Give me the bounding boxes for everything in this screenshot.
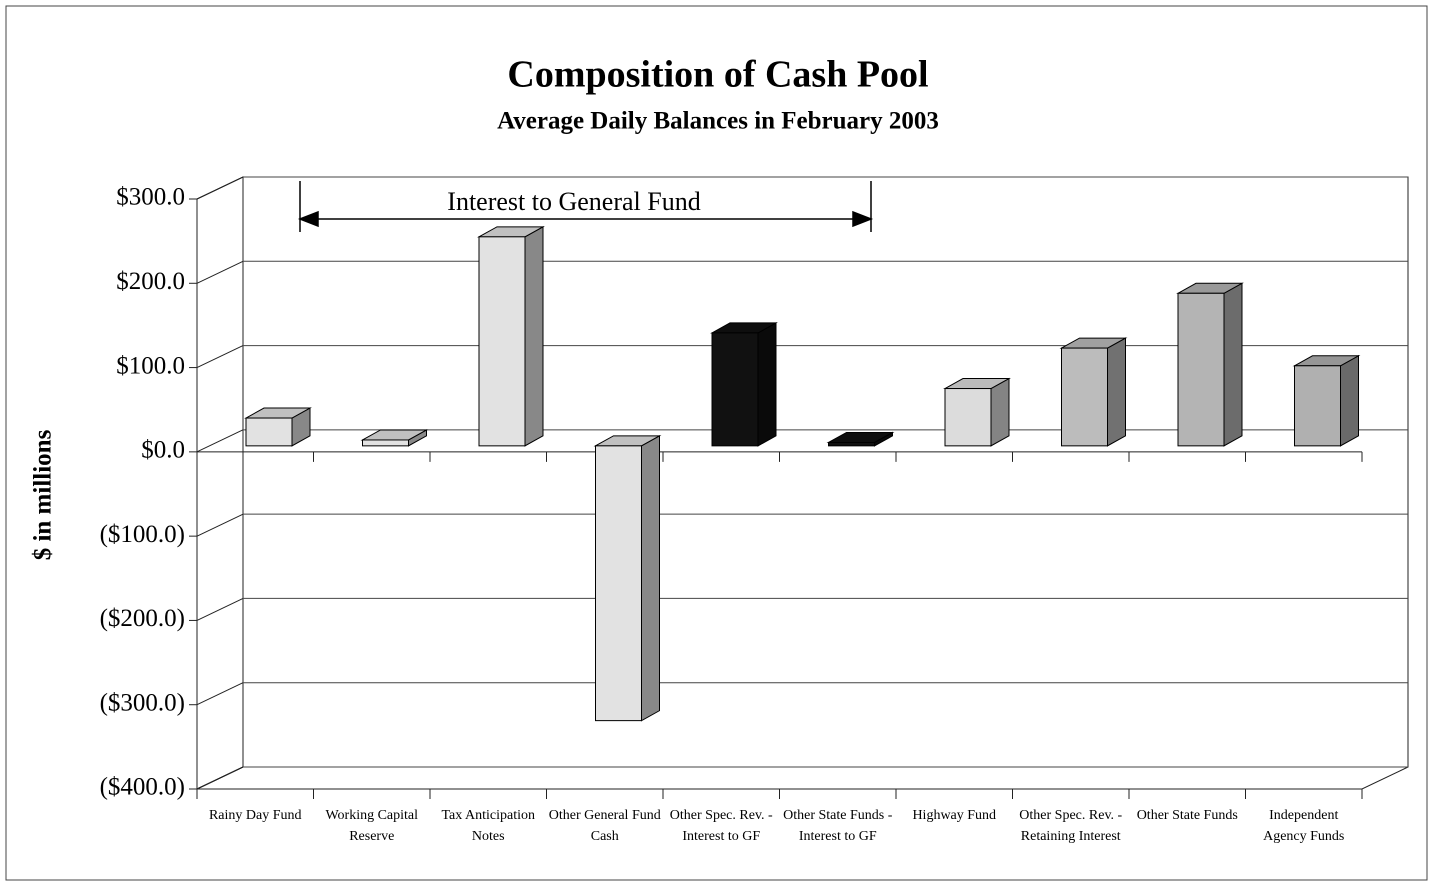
x-tick-label: Other Spec. Rev. - Retaining Interest xyxy=(1019,808,1123,844)
bar xyxy=(1177,292,1225,447)
y-tick-label: $0.0 xyxy=(141,437,185,464)
bar-side xyxy=(990,377,1010,447)
wall-grid xyxy=(196,345,244,369)
y-axis-label: $ in millions xyxy=(30,429,57,560)
y-tick-label: $200.0 xyxy=(116,268,185,295)
left-wall xyxy=(196,176,244,790)
y-tick-label: ($400.0) xyxy=(100,774,185,801)
y-tick-label: ($300.0) xyxy=(100,689,185,716)
bar-side xyxy=(1223,282,1243,447)
wall-grid xyxy=(196,597,244,621)
x-tick-label: Other General Fund Cash xyxy=(548,808,661,844)
bar-side xyxy=(757,322,777,447)
bar xyxy=(828,441,875,447)
x-tick-label: Other Spec. Rev. - Interest to GF xyxy=(669,808,773,844)
y-tick-label: $100.0 xyxy=(116,352,185,379)
x-tick-label: Other State Funds - Interest to GF xyxy=(783,808,893,844)
bar xyxy=(362,439,409,447)
chart-title: Composition of Cash Pool xyxy=(507,54,928,96)
bar xyxy=(944,388,992,447)
bar-side xyxy=(1340,354,1359,447)
annotation-arrow xyxy=(297,181,874,232)
x-tick-label: Other State Funds xyxy=(1136,808,1238,823)
back-wall xyxy=(242,176,1409,768)
x-tick-label: Highway Fund xyxy=(912,808,997,823)
chart-subtitle: Average Daily Balances in February 2003 xyxy=(497,108,939,135)
wall-grid xyxy=(196,176,244,200)
x-tick-label: Working Capital Reserve xyxy=(325,808,419,844)
y-tick-label: ($200.0) xyxy=(100,605,185,632)
wall-grid xyxy=(196,260,244,284)
wall-grid xyxy=(196,513,244,537)
grid: $300.0 $200.0 $100.0 $0.0 ($100.0) ($200.0) ($… xyxy=(100,176,1409,801)
wall-grid xyxy=(196,429,244,453)
wall-grid xyxy=(196,682,244,706)
x-tick-label: Independent Agency Funds xyxy=(1263,808,1345,844)
bar xyxy=(478,236,526,447)
bar xyxy=(1294,365,1341,447)
bars xyxy=(244,225,1361,722)
bar xyxy=(595,445,642,722)
annotation: Interest to General Fund xyxy=(447,187,700,216)
y-tick-label: ($100.0) xyxy=(100,521,185,548)
bar-side xyxy=(1107,337,1126,447)
bar xyxy=(711,332,759,447)
bar xyxy=(1061,347,1108,447)
floor xyxy=(196,766,1409,790)
bar-side xyxy=(524,225,544,447)
x-tick-label: Tax Anticipation Notes xyxy=(441,808,535,844)
y-tick-label: $300.0 xyxy=(116,184,185,211)
x-tick-label: Rainy Day Fund xyxy=(208,808,302,823)
wall-grid xyxy=(196,766,244,790)
bar xyxy=(245,417,293,447)
bar-side xyxy=(641,435,660,722)
frame xyxy=(5,5,1428,881)
